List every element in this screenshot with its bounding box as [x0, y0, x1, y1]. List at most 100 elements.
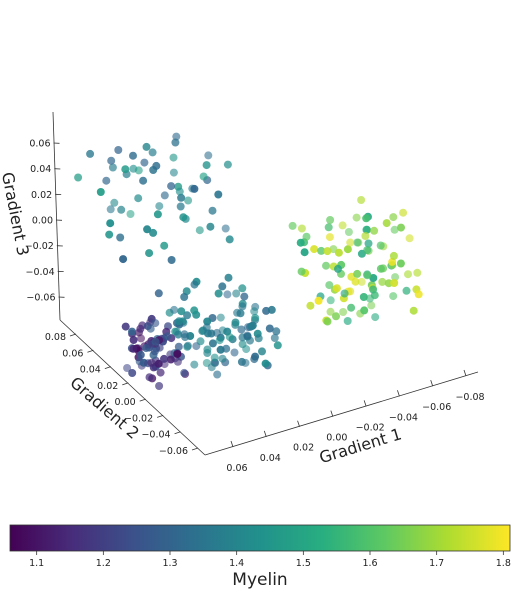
scatter-point: [134, 194, 143, 203]
scatter-point: [251, 313, 260, 322]
scatter-point: [202, 323, 211, 332]
z-tick-label: 0.04: [30, 164, 51, 175]
scatter-point: [108, 163, 117, 172]
scatter-point: [325, 233, 334, 242]
scatter-point: [180, 368, 189, 377]
scatter-point: [102, 176, 111, 185]
scatter-point: [297, 224, 306, 233]
scatter-point: [149, 228, 158, 237]
scatter-point: [139, 176, 148, 185]
scatter-point: [237, 325, 246, 334]
scatter-point: [302, 232, 311, 241]
y-tick-mark: [139, 398, 146, 402]
scatter-point: [142, 142, 151, 151]
scatter-point: [389, 251, 398, 260]
colorbar-gradient: [9, 524, 511, 552]
scatter-point: [362, 225, 371, 234]
y-tick-mark: [157, 415, 164, 418]
scatter-point: [207, 363, 216, 372]
scatter-point: [238, 302, 247, 311]
scatter-point: [214, 190, 223, 199]
scatter-point: [210, 353, 219, 362]
scatter-point: [128, 369, 137, 377]
y-tick-mark: [69, 333, 77, 337]
x-tick-mark: [397, 390, 400, 397]
scatter-point: [202, 161, 211, 170]
scatter-point: [343, 245, 352, 254]
scatter-point: [346, 238, 355, 247]
scatter-point: [221, 224, 230, 233]
scatter-point: [222, 344, 231, 353]
scatter-point: [402, 286, 411, 295]
scatter-point: [126, 210, 135, 218]
scatter-point: [225, 333, 234, 342]
scatter-point: [181, 333, 190, 342]
y-tick-mark: [122, 382, 129, 386]
scatter-point: [155, 202, 164, 211]
scatter-point: [397, 223, 405, 232]
y-axis-line: [59, 319, 206, 456]
scatter-point: [150, 347, 159, 356]
y-tick-label: −0.06: [159, 446, 188, 457]
scatter-point: [389, 213, 398, 222]
scatter-point: [357, 196, 366, 204]
scatter-point: [170, 305, 179, 314]
scatter-point: [195, 226, 204, 235]
scatter-point: [258, 347, 266, 356]
scatter-point: [163, 332, 172, 341]
scatter-point: [148, 148, 157, 157]
z-tick-label: −0.04: [26, 267, 55, 278]
colorbar-tick-label: 1.4: [229, 558, 244, 569]
x-tick-label: −0.08: [455, 392, 484, 403]
axes-3d: 0.06 0.04 0.02 0.00 −0.02 −0.04 −0.06 0.08 0.06…: [0, 111, 485, 474]
scatter-point: [204, 151, 213, 160]
scatter-point: [409, 306, 418, 315]
scatter-point: [167, 256, 176, 264]
scatter-point: [190, 360, 199, 369]
y-tick-label: 0.02: [97, 381, 118, 392]
scatter-point: [376, 264, 385, 273]
scatter-point: [167, 182, 176, 191]
y-tick-label: 0.04: [80, 365, 101, 376]
scatter-point: [389, 292, 398, 301]
scatter-points: [74, 132, 423, 390]
scatter-point: [183, 341, 192, 350]
scatter-point: [196, 337, 205, 346]
scatter-point: [364, 239, 373, 248]
scatter-point: [404, 270, 412, 279]
scatter-point: [334, 264, 342, 273]
scatter-point: [231, 318, 240, 327]
scatter-point: [297, 267, 306, 276]
scatter-point: [344, 228, 353, 236]
scatter-point: [110, 198, 119, 207]
scatter-point: [173, 350, 182, 358]
scatter-point: [123, 364, 132, 372]
scatter-point: [390, 225, 399, 234]
colorbar-tick-label: 1.1: [29, 558, 44, 569]
scatter-point: [174, 330, 183, 339]
scatter-point: [413, 268, 422, 277]
scatter-point: [129, 151, 137, 160]
scatter-point: [261, 359, 270, 368]
scatter-point: [322, 261, 330, 270]
y-tick-mark: [191, 447, 199, 451]
y-tick-label: 0.00: [115, 397, 136, 408]
scatter-point: [267, 305, 276, 314]
scatter-point: [382, 219, 391, 228]
scatter-point: [353, 238, 362, 247]
x-tick-mark: [230, 440, 234, 448]
scatter-point: [332, 312, 340, 321]
scatter-point: [140, 158, 149, 167]
scatter-point: [230, 348, 239, 357]
y-tick-label: 0.08: [45, 332, 66, 343]
x-tick-mark: [263, 430, 267, 437]
scatter-point: [190, 306, 199, 315]
scatter-point: [272, 327, 281, 336]
y-tick-mark: [87, 349, 94, 353]
scatter-point: [208, 206, 217, 215]
scatter-point: [208, 339, 217, 348]
colorbar-tick-label: 1.3: [162, 558, 177, 569]
scatter-point: [160, 354, 168, 363]
scatter-point: [160, 241, 169, 250]
scatter-point: [363, 271, 372, 280]
